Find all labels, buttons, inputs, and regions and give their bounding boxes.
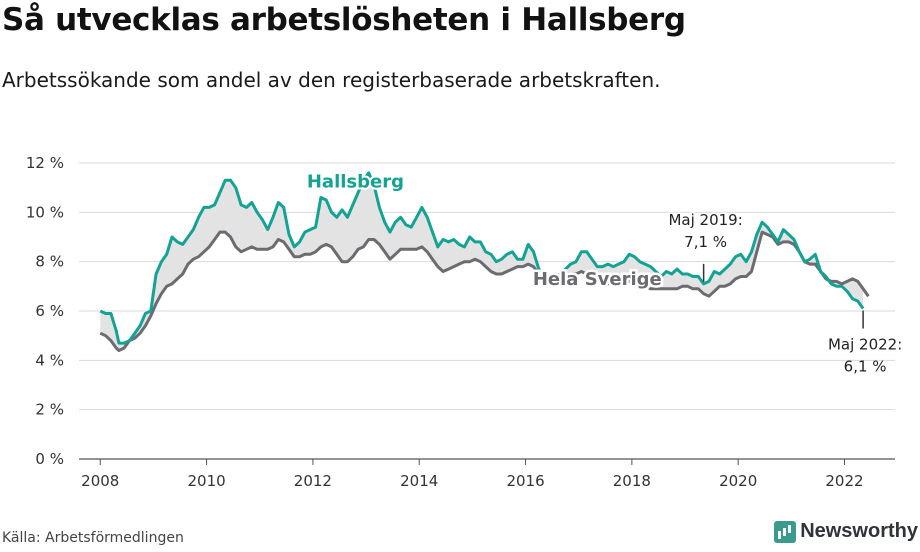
gridlines: [79, 162, 895, 460]
series-line-hela-sverige: [99, 230, 870, 352]
annotation-label: Maj 2019:: [668, 211, 742, 229]
bar-chart-icon: [774, 520, 797, 543]
x-tick-label: 2022: [825, 472, 863, 490]
y-axis: 0 % 2 % 4 % 6 % 8 % 10 % 12 %: [26, 154, 64, 468]
y-tick-label: 12 %: [26, 154, 64, 172]
x-tick-label: 2020: [719, 472, 757, 490]
chart-title: Så utvecklas arbetslösheten i Hallsberg: [2, 2, 686, 38]
x-tick-label: 2010: [187, 472, 225, 490]
annotations: Maj 2019: 7,1 % Maj 2022: 6,1 %: [667, 209, 902, 376]
x-axis: 2008 2010 2012 2014 2016 2018 2020 2022: [81, 459, 864, 490]
source-note: Källa: Arbetsförmedlingen: [2, 530, 184, 546]
y-tick-label: 0 %: [35, 450, 64, 468]
y-tick-label: 2 %: [35, 401, 64, 419]
brand-name: Newsworthy: [800, 520, 918, 542]
x-tick-label: 2012: [294, 472, 332, 490]
x-tick-label: 2016: [506, 472, 544, 490]
chart-subtitle: Arbetssökande som andel av den registerb…: [2, 68, 661, 92]
series-label-hela-sverige: Hela Sverige: [533, 269, 662, 290]
series-labels: Hallsberg Hela Sverige: [305, 170, 664, 293]
y-tick-label: 8 %: [35, 253, 64, 271]
series-line-hallsberg: [99, 171, 865, 345]
x-tick-label: 2018: [613, 472, 651, 490]
y-tick-label: 4 %: [35, 351, 64, 369]
annotation-value: 6,1 %: [844, 358, 887, 376]
annotation-value: 7,1 %: [684, 233, 727, 251]
newsworthy-logo: Newsworthy: [774, 520, 918, 543]
x-tick-label: 2014: [400, 472, 438, 490]
y-tick-label: 10 %: [26, 203, 64, 221]
y-tick-label: 6 %: [35, 302, 64, 320]
annotation-label: Maj 2022:: [828, 336, 902, 354]
x-tick-label: 2008: [81, 472, 119, 490]
series-label-hallsberg: Hallsberg: [307, 172, 404, 193]
